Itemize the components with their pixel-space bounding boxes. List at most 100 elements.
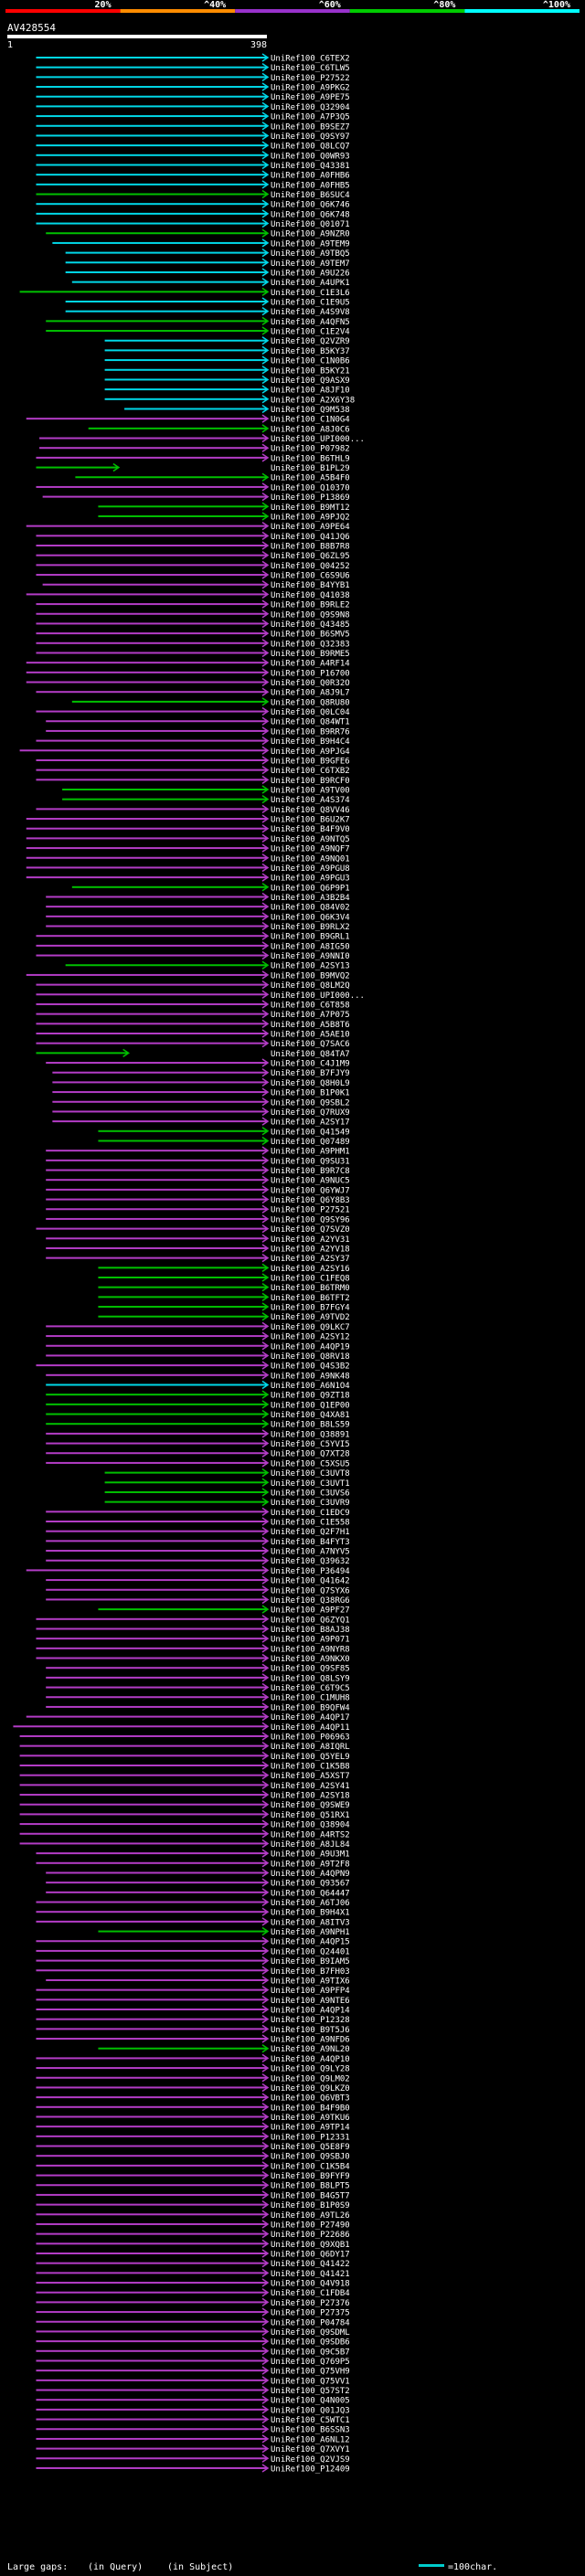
hit-label[interactable]: UniRef100_B4G5T7 [271,2191,350,2200]
hit-label[interactable]: UniRef100_Q2VZR9 [271,337,350,346]
hit-label[interactable]: UniRef100_A9TEM7 [271,260,350,269]
hit-label[interactable]: UniRef100_A9PJQ2 [271,513,350,522]
hit-label[interactable]: UniRef100_Q7XVY1 [271,2445,350,2454]
hit-label[interactable]: UniRef100_A8IQRL [271,1743,350,1752]
hit-label[interactable]: UniRef100_A4RTS2 [271,1830,350,1839]
hit-label[interactable]: UniRef100_A4QPN9 [271,1870,350,1879]
hit-label[interactable]: UniRef100_A9NQ01 [271,854,350,864]
hit-label[interactable]: UniRef100_B9QFW4 [271,1703,350,1712]
hit-label[interactable]: UniRef100_B9RLE2 [271,601,350,610]
hit-label[interactable]: UniRef100_A0FHB6 [271,172,350,181]
hit-label[interactable]: UniRef100_Q41422 [271,2260,350,2269]
hit-label[interactable]: UniRef100_A8J9L7 [271,689,350,698]
hit-label[interactable]: UniRef100_Q7RUX9 [271,1108,350,1118]
hit-label[interactable]: UniRef100_Q8LM2Q [271,981,350,991]
hit-label[interactable]: UniRef100_C3UVR9 [271,1499,350,1508]
hit-label[interactable]: UniRef100_A9TEM9 [271,239,350,249]
hit-label[interactable]: UniRef100_C1EDC9 [271,1509,350,1518]
hit-label[interactable]: UniRef100_Q8LCQ7 [271,143,350,152]
hit-label[interactable]: UniRef100_Q8RV18 [271,1352,350,1362]
hit-label[interactable]: UniRef100_Q9SWE9 [271,1801,350,1810]
hit-label[interactable]: UniRef100_Q4V918 [271,2280,350,2289]
hit-label[interactable]: UniRef100_Q6ZYQ1 [271,1616,350,1625]
hit-label[interactable]: UniRef100_P06963 [271,1733,350,1742]
hit-label[interactable]: UniRef100_A9TP14 [271,2124,350,2133]
hit-label[interactable]: UniRef100_Q9SY96 [271,1215,350,1224]
hit-label[interactable]: UniRef100_A9TL26 [271,2211,350,2221]
hit-label[interactable]: UniRef100_B9H4C4 [271,737,350,747]
hit-label[interactable]: UniRef100_Q41642 [271,1577,350,1586]
hit-label[interactable]: UniRef100_Q75VH9 [271,2368,350,2377]
hit-label[interactable]: UniRef100_Q84TA7 [271,1050,350,1059]
hit-label[interactable]: UniRef100_Q6VBT3 [271,2094,350,2104]
hit-label[interactable]: UniRef100_Q8LSY9 [271,1674,350,1683]
hit-label[interactable]: UniRef100_Q9ASX9 [271,376,350,386]
hit-label[interactable]: UniRef100_C5YVI5 [271,1440,350,1449]
hit-label[interactable]: UniRef100_A9TIX6 [271,1977,350,1986]
hit-label[interactable]: UniRef100_C5XSU5 [271,1459,350,1468]
hit-label[interactable]: UniRef100_A9PHM1 [271,1148,350,1157]
hit-label[interactable]: UniRef100_Q9SY97 [271,133,350,142]
hit-label[interactable]: UniRef100_P13869 [271,493,350,503]
hit-label[interactable]: UniRef100_A8ITV3 [271,1918,350,1927]
hit-label[interactable]: UniRef100_Q43381 [271,162,350,171]
hit-label[interactable]: UniRef100_Q38891 [271,1430,350,1439]
hit-label[interactable]: UniRef100_A9NFD6 [271,2036,350,2045]
hit-label[interactable]: UniRef100_UPI000... [271,991,365,1001]
hit-label[interactable]: UniRef100_A9PFP4 [271,1987,350,1996]
hit-label[interactable]: UniRef100_C1E2V4 [271,328,350,337]
hit-label[interactable]: UniRef100_A4S9V8 [271,308,350,317]
hit-label[interactable]: UniRef100_P27490 [271,2221,350,2230]
hit-label[interactable]: UniRef100_A2SY37 [271,1255,350,1264]
hit-label[interactable]: UniRef100_P04784 [271,2318,350,2327]
hit-label[interactable]: UniRef100_B8LPT5 [271,2182,350,2191]
hit-label[interactable]: UniRef100_Q0WR93 [271,152,350,161]
hit-label[interactable]: UniRef100_Q41038 [271,591,350,600]
hit-label[interactable]: UniRef100_A9P071 [271,1636,350,1645]
hit-label[interactable]: UniRef100_Q93567 [271,1880,350,1889]
hit-label[interactable]: UniRef100_B9FYF9 [271,2172,350,2181]
hit-label[interactable]: UniRef100_A9TVD2 [271,1313,350,1322]
hit-label[interactable]: UniRef100_UPI000... [271,435,365,444]
hit-label[interactable]: UniRef100_A5XST7 [271,1772,350,1781]
hit-label[interactable]: UniRef100_A2YV31 [271,1235,350,1245]
hit-label[interactable]: UniRef100_Q38904 [271,1821,350,1830]
hit-label[interactable]: UniRef100_C3UVT8 [271,1469,350,1479]
hit-label[interactable]: UniRef100_Q9XQB1 [271,2241,350,2250]
hit-label[interactable]: UniRef100_C6T9C5 [271,1684,350,1693]
hit-label[interactable]: UniRef100_B7FGY4 [271,1304,350,1313]
hit-label[interactable]: UniRef100_B1P0K1 [271,1089,350,1098]
hit-label[interactable]: UniRef100_A3B2B4 [271,894,350,903]
hit-label[interactable]: UniRef100_B6TFT2 [271,1294,350,1303]
hit-label[interactable]: UniRef100_Q9ZT18 [271,1392,350,1401]
hit-label[interactable]: UniRef100_B6SMV5 [271,631,350,640]
hit-label[interactable]: UniRef100_Q84WT1 [271,718,350,727]
hit-label[interactable]: UniRef100_Q39632 [271,1557,350,1566]
hit-label[interactable]: UniRef100_B9MT12 [271,504,350,513]
hit-label[interactable]: UniRef100_A9NUC5 [271,1177,350,1186]
hit-label[interactable]: UniRef100_P07982 [271,445,350,454]
hit-label[interactable]: UniRef100_B6SUC4 [271,191,350,200]
hit-label[interactable]: UniRef100_C1E3L6 [271,289,350,298]
hit-label[interactable]: UniRef100_Q57ST2 [271,2387,350,2396]
hit-label[interactable]: UniRef100_Q9SDB6 [271,2338,350,2348]
hit-label[interactable]: UniRef100_B8AJ38 [271,1626,350,1635]
hit-label[interactable]: UniRef100_A9PE64 [271,523,350,532]
hit-label[interactable]: UniRef100_A8JL84 [271,1840,350,1850]
hit-label[interactable]: UniRef100_A9NYR8 [271,1645,350,1654]
hit-label[interactable]: UniRef100_C1E558 [271,1519,350,1528]
hit-label[interactable]: UniRef100_C5WTC1 [271,2416,350,2425]
hit-label[interactable]: UniRef100_A2SY17 [271,1118,350,1128]
hit-label[interactable]: UniRef100_A7P075 [271,1011,350,1020]
hit-label[interactable]: UniRef100_C6TXB2 [271,767,350,776]
hit-label[interactable]: UniRef100_B7FH03 [271,1967,350,1977]
hit-label[interactable]: UniRef100_Q10370 [271,483,350,493]
hit-label[interactable]: UniRef100_Q43485 [271,620,350,630]
hit-label[interactable]: UniRef100_A2X6Y38 [271,396,355,405]
hit-label[interactable]: UniRef100_A9PKG2 [271,84,350,93]
hit-label[interactable]: UniRef100_C6T858 [271,1001,350,1010]
hit-label[interactable]: UniRef100_A9PJG4 [271,747,350,757]
hit-label[interactable]: UniRef100_Q2F7H1 [271,1528,350,1537]
hit-label[interactable]: UniRef100_Q5YEL9 [271,1753,350,1762]
hit-label[interactable]: UniRef100_P27375 [271,2309,350,2318]
